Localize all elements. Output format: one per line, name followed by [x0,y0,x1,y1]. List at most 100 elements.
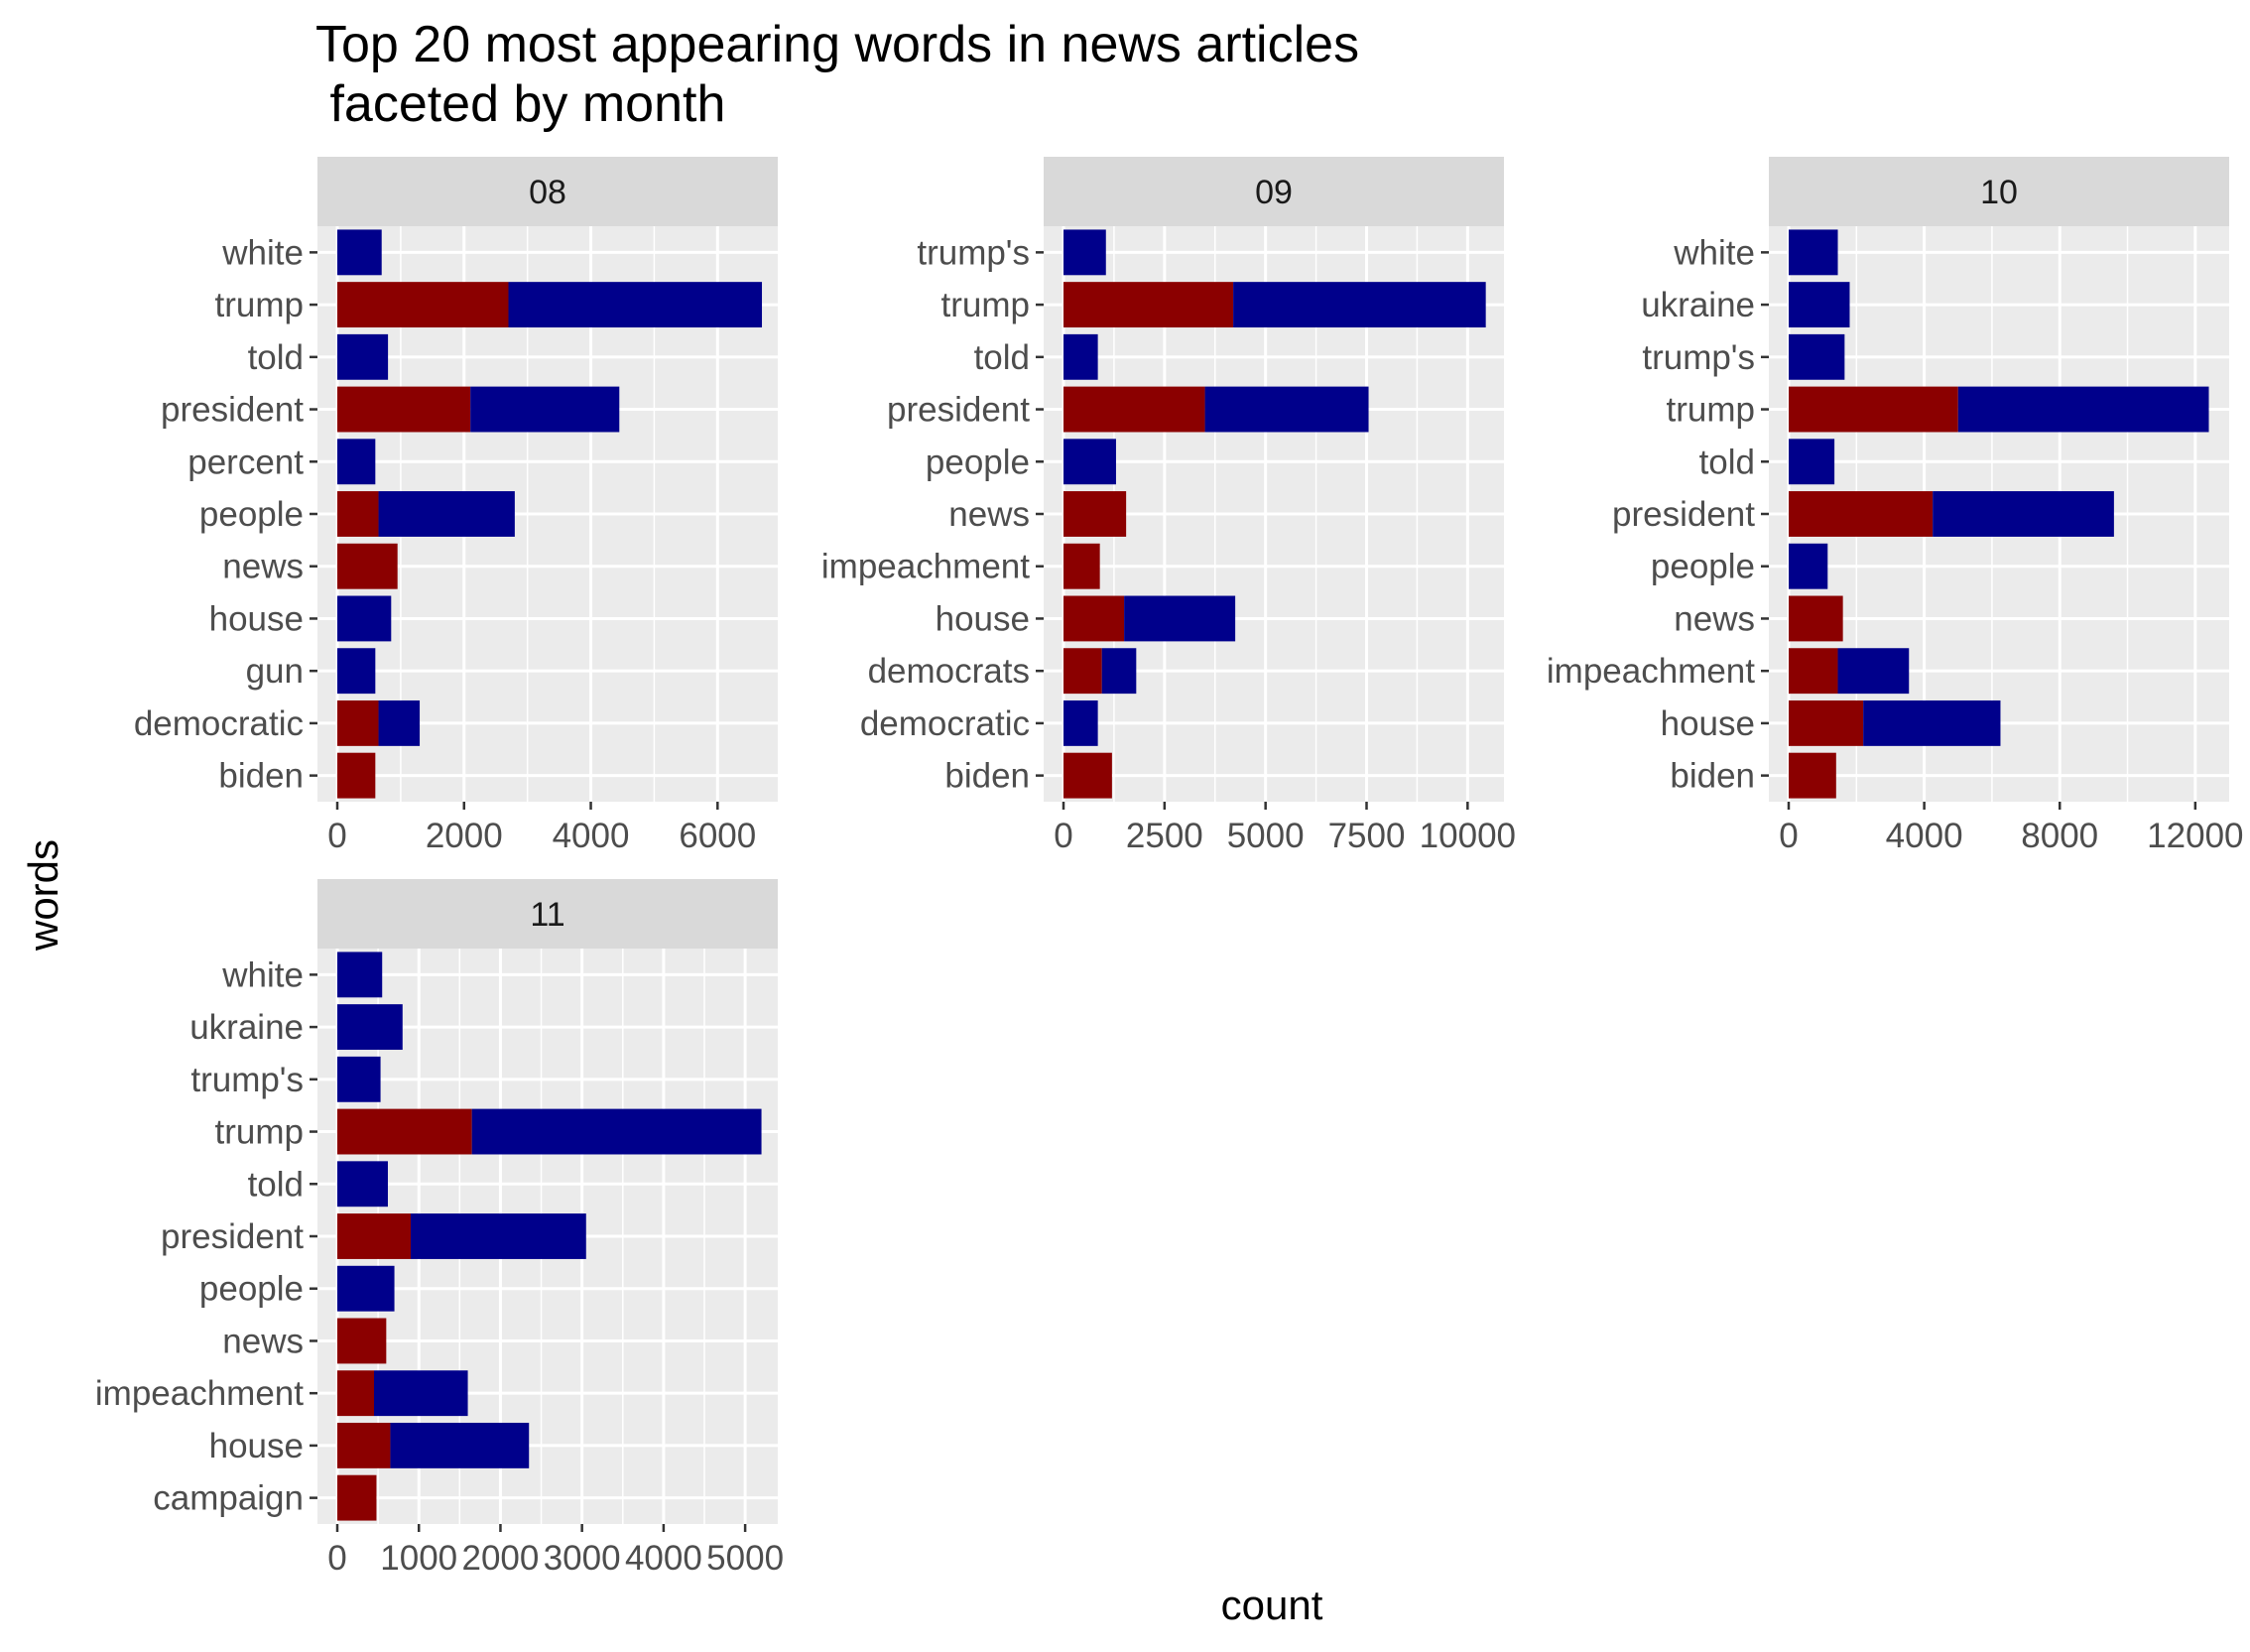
y-tick-label: president [1612,495,1755,534]
bar-democratic-stack-top [378,699,421,746]
bar-people-stack-base [337,491,379,537]
facet-strip [317,879,778,949]
bar-house-stack-top [390,1422,530,1468]
bar-president-stack-base [337,386,471,433]
bar-president-stack-base [1063,386,1205,433]
y-tick-label: trump [941,286,1030,324]
facet-strip-label: 10 [1980,174,2018,211]
y-tick-label: news [1674,599,1755,638]
bar-told-stack-top [1789,439,1835,485]
y-tick-label: told [248,1165,304,1204]
y-tick-label: trump [215,1113,304,1152]
bar-trump-stack-top [508,282,763,328]
bar-percent-stack-top [337,439,376,485]
bar-trump-stack-top [1233,282,1486,328]
bar-house-stack-top [1863,699,2001,746]
bar-house-stack-top [337,595,392,642]
facet-strip-label: 09 [1255,174,1293,211]
facet-11: 11 white ukraine trump's trump told president p… [95,879,784,1578]
bar-president-stack-top [1933,491,2114,537]
bar-house-stack-base [1063,595,1125,642]
bar-impeachment-stack-base [1063,543,1100,589]
y-tick-label: told [248,338,304,377]
chart-title: Top 20 most appearing words in news arti… [315,16,1359,73]
bar-white-stack-top [1789,229,1838,276]
y-tick-label: impeachment [1547,652,1755,691]
y-tick-label: house [209,599,304,638]
facet-09: 09 trump's trump told president people news imp… [821,157,1516,855]
facet-08: 08 white trump told president percent people ne… [134,157,778,855]
x-tick-label: 2500 [1126,817,1203,855]
bar-democratic-stack-base [337,699,379,746]
bar-white-stack-top [337,952,383,998]
bar-ukraine-stack-top [337,1004,403,1051]
x-tick-label: 12000 [2147,817,2243,855]
y-axis-title: words [20,839,66,952]
y-tick-label: campaign [153,1479,304,1518]
y-tick-label: house [1661,704,1755,743]
x-tick-label: 8000 [2021,817,2098,855]
y-tick-label: percent [188,443,304,481]
x-tick-label: 3000 [544,1539,621,1578]
y-tick-label: people [1651,548,1755,586]
y-tick-label: democrats [868,652,1030,691]
y-tick-label: white [221,955,304,994]
bar-trump-stack-top [471,1108,762,1155]
bar-trump's-stack-top [337,1056,381,1102]
x-axis-title: count [1221,1582,1323,1628]
facet-strip [1044,157,1504,226]
bar-house-stack-base [1789,699,1864,746]
y-tick-label: white [221,233,304,272]
bar-told-stack-top [337,333,389,380]
facet-strip-label: 08 [529,174,566,211]
bar-biden-stack-base [1063,752,1112,799]
y-tick-label: news [222,1322,304,1360]
bar-white-stack-top [337,229,382,276]
bar-trump-stack-base [1063,282,1234,328]
facet-strip-label: 11 [530,896,564,934]
y-tick-label: white [1673,233,1755,272]
bar-trump-stack-base [337,1108,472,1155]
bar-trump-stack-base [1789,386,1958,433]
bar-told-stack-top [1063,333,1098,380]
bar-news-stack-base [1789,595,1843,642]
x-tick-label: 7500 [1328,817,1406,855]
x-tick-label: 4000 [625,1539,702,1578]
bar-trump's-stack-top [1063,229,1106,276]
bar-news-stack-base [1063,491,1127,537]
x-tick-label: 4000 [1886,817,1963,855]
bar-people-stack-top [1063,439,1116,485]
bar-biden-stack-base [1789,752,1836,799]
bar-news-stack-base [337,543,398,589]
x-tick-label: 6000 [679,817,756,855]
bar-president-stack-top [1204,386,1369,433]
y-tick-label: democratic [860,704,1030,743]
y-tick-label: trump's [917,233,1030,272]
y-tick-label: house [936,599,1030,638]
x-tick-label: 0 [1779,817,1798,855]
facet-strip [317,157,778,226]
y-tick-label: democratic [134,704,304,743]
x-tick-label: 5000 [1227,817,1305,855]
bar-trump's-stack-top [1789,333,1845,380]
y-tick-label: ukraine [189,1008,304,1047]
bar-people-stack-top [337,1265,395,1312]
y-tick-label: gun [246,652,304,691]
bar-people-stack-top [378,491,515,537]
y-tick-label: president [161,1217,304,1256]
y-tick-label: ukraine [1641,286,1755,324]
facet-panels: 08 white trump told president percent people ne… [95,157,2244,1578]
y-tick-label: people [926,443,1030,481]
x-tick-label: 1000 [380,1539,457,1578]
bar-trump-stack-base [337,282,509,328]
bar-biden-stack-base [337,752,376,799]
y-tick-label: biden [218,757,304,796]
y-tick-label: president [161,391,304,430]
bar-democrats-stack-top [1101,648,1137,695]
x-tick-label: 10000 [1420,817,1516,855]
bar-impeachment-stack-base [1789,648,1838,695]
x-tick-label: 2000 [426,817,503,855]
y-tick-label: biden [944,757,1030,796]
x-tick-label: 5000 [706,1539,784,1578]
x-tick-label: 0 [327,817,346,855]
